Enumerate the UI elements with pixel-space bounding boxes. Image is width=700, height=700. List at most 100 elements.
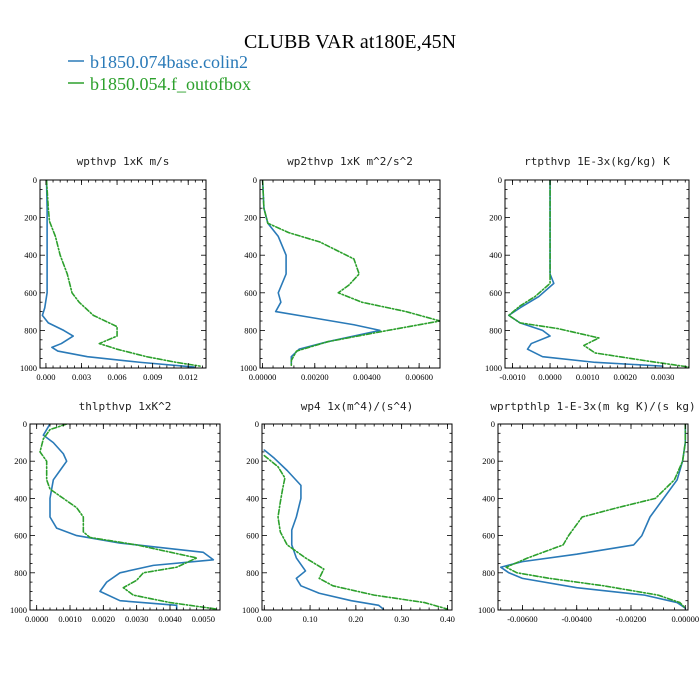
- series-line: [45, 180, 201, 367]
- y-tick-label: 200: [14, 456, 27, 466]
- y-tick-label: 600: [244, 288, 257, 298]
- x-tick-label: 0.00600: [405, 372, 433, 382]
- x-tick-label: 0.0030: [651, 372, 674, 382]
- chart-panel: rtpthvp 1E-3x(kg/kg) K -0.0010 0.0000 0.001…: [485, 155, 690, 382]
- x-tick-label: 0.10: [303, 614, 318, 624]
- x-tick-label: 0.000: [36, 372, 55, 382]
- x-tick-label: 0.009: [143, 372, 162, 382]
- y-tick-label: 600: [14, 531, 27, 541]
- y-tick-label: 400: [14, 493, 27, 503]
- x-tick-label: 0.012: [179, 372, 198, 382]
- x-tick-label: 0.0040: [158, 614, 181, 624]
- series-line: [263, 454, 449, 610]
- figure-title: CLUBB VAR at180E,45N: [244, 31, 456, 53]
- x-tick-label: 0.0030: [125, 614, 148, 624]
- y-tick-label: 200: [244, 213, 257, 223]
- y-tick-label: 200: [24, 213, 37, 223]
- legend: b1850.074base.colin2 b1850.054.f_outofbo…: [68, 52, 251, 94]
- x-tick-label: 0.0020: [92, 614, 115, 624]
- x-tick-label: 0.00400: [353, 372, 381, 382]
- series-line: [261, 180, 440, 368]
- y-tick-label: 200: [489, 213, 502, 223]
- legend-label: b1850.054.f_outofbox: [90, 74, 251, 94]
- y-tick-label: 800: [14, 568, 27, 578]
- x-tick-label: 0.0000: [25, 614, 48, 624]
- series-line: [507, 180, 689, 368]
- y-tick-label: 600: [24, 288, 37, 298]
- x-tick-label: 0.0000: [538, 372, 561, 382]
- x-tick-label: 0.40: [440, 614, 455, 624]
- series-line: [507, 180, 664, 367]
- series-line: [263, 449, 385, 610]
- plot-frame: [497, 423, 689, 611]
- x-tick-label: -0.00400: [561, 614, 591, 624]
- chart-panel: wp2thvp 1xK m^2/s^2 0.00000 0.00200 0.00400…: [240, 155, 441, 382]
- series-line: [42, 424, 215, 610]
- chart-panel: thlpthvp 1xK^2 0.0000 0.0010 0.0020 0.0030 0.…: [10, 400, 221, 624]
- series-line: [505, 424, 687, 609]
- plot-frame: [29, 423, 221, 611]
- panel-title: wpthvp 1xK m/s: [77, 155, 170, 168]
- panel-title: wprtpthlp 1-E-3x(m kg K)/(s kg): [490, 400, 695, 413]
- x-tick-label: -0.00200: [616, 614, 646, 624]
- x-tick-label: 0.00000: [249, 372, 277, 382]
- y-tick-label: 600: [482, 531, 495, 541]
- y-tick-label: 800: [482, 568, 495, 578]
- y-tick-label: 0: [498, 175, 502, 185]
- series-line: [41, 180, 195, 368]
- x-tick-label: 0.30: [394, 614, 409, 624]
- series-line: [261, 180, 381, 366]
- x-tick-label: 0.0010: [576, 372, 599, 382]
- y-tick-label: 200: [482, 456, 495, 466]
- y-tick-label: 0: [255, 419, 259, 429]
- y-tick-label: 200: [246, 456, 259, 466]
- y-tick-label: 1000: [478, 605, 495, 615]
- legend-entry: b1850.054.f_outofbox: [68, 74, 251, 94]
- x-tick-label: -0.00600: [507, 614, 537, 624]
- y-tick-label: 400: [24, 250, 37, 260]
- panel-title: wp2thvp 1xK m^2/s^2: [287, 155, 413, 168]
- chart-panel: wprtpthlp 1-E-3x(m kg K)/(s kg) -0.00600 -…: [478, 400, 699, 624]
- series-line: [39, 424, 218, 610]
- x-tick-label: 0.00200: [301, 372, 329, 382]
- x-tick-label: 0.00: [257, 614, 272, 624]
- plot-frame: [39, 179, 207, 369]
- plot-frame: [504, 179, 690, 369]
- y-tick-label: 800: [244, 325, 257, 335]
- y-tick-label: 1000: [10, 605, 27, 615]
- legend-label: b1850.074base.colin2: [90, 52, 248, 72]
- y-tick-label: 600: [246, 531, 259, 541]
- y-tick-label: 1000: [485, 363, 502, 373]
- x-tick-label: 0.0020: [613, 372, 636, 382]
- y-tick-label: 0: [253, 175, 257, 185]
- chart-panel: wp4 1x(m^4)/(s^4) 0.00 0.10 0.20 0.30 0.40 0 20…: [242, 400, 455, 624]
- y-tick-label: 0: [491, 419, 495, 429]
- y-tick-label: 1000: [240, 363, 257, 373]
- y-tick-label: 400: [489, 250, 502, 260]
- x-tick-label: 0.006: [108, 372, 127, 382]
- y-tick-label: 1000: [20, 363, 37, 373]
- x-tick-label: 0.0010: [58, 614, 81, 624]
- y-tick-label: 0: [33, 175, 37, 185]
- chart-panel: wpthvp 1xK m/s 0.000 0.003 0.006 0.009 0.012 0…: [20, 155, 207, 382]
- y-tick-label: 400: [246, 493, 259, 503]
- x-tick-label: 0.20: [348, 614, 363, 624]
- y-tick-label: 800: [246, 568, 259, 578]
- panels: wpthvp 1xK m/s0.000 0.003 0.006 0.009 0.0120…: [10, 155, 699, 624]
- x-tick-label: 0.0050: [192, 614, 215, 624]
- x-tick-label: 0.003: [72, 372, 91, 382]
- x-tick-label: -0.0010: [499, 372, 525, 382]
- legend-entry: b1850.074base.colin2: [68, 52, 248, 72]
- y-tick-label: 1000: [242, 605, 259, 615]
- series-line: [499, 424, 687, 609]
- y-tick-label: 0: [23, 419, 27, 429]
- x-tick-label: 0.00000: [671, 614, 699, 624]
- panel-title: thlpthvp 1xK^2: [79, 400, 172, 413]
- plot-frame: [259, 179, 441, 369]
- plot-frame: [261, 423, 453, 611]
- y-tick-label: 400: [482, 493, 495, 503]
- y-tick-label: 600: [489, 288, 502, 298]
- panel-title: rtpthvp 1E-3x(kg/kg) K: [524, 155, 670, 168]
- y-tick-label: 800: [24, 325, 37, 335]
